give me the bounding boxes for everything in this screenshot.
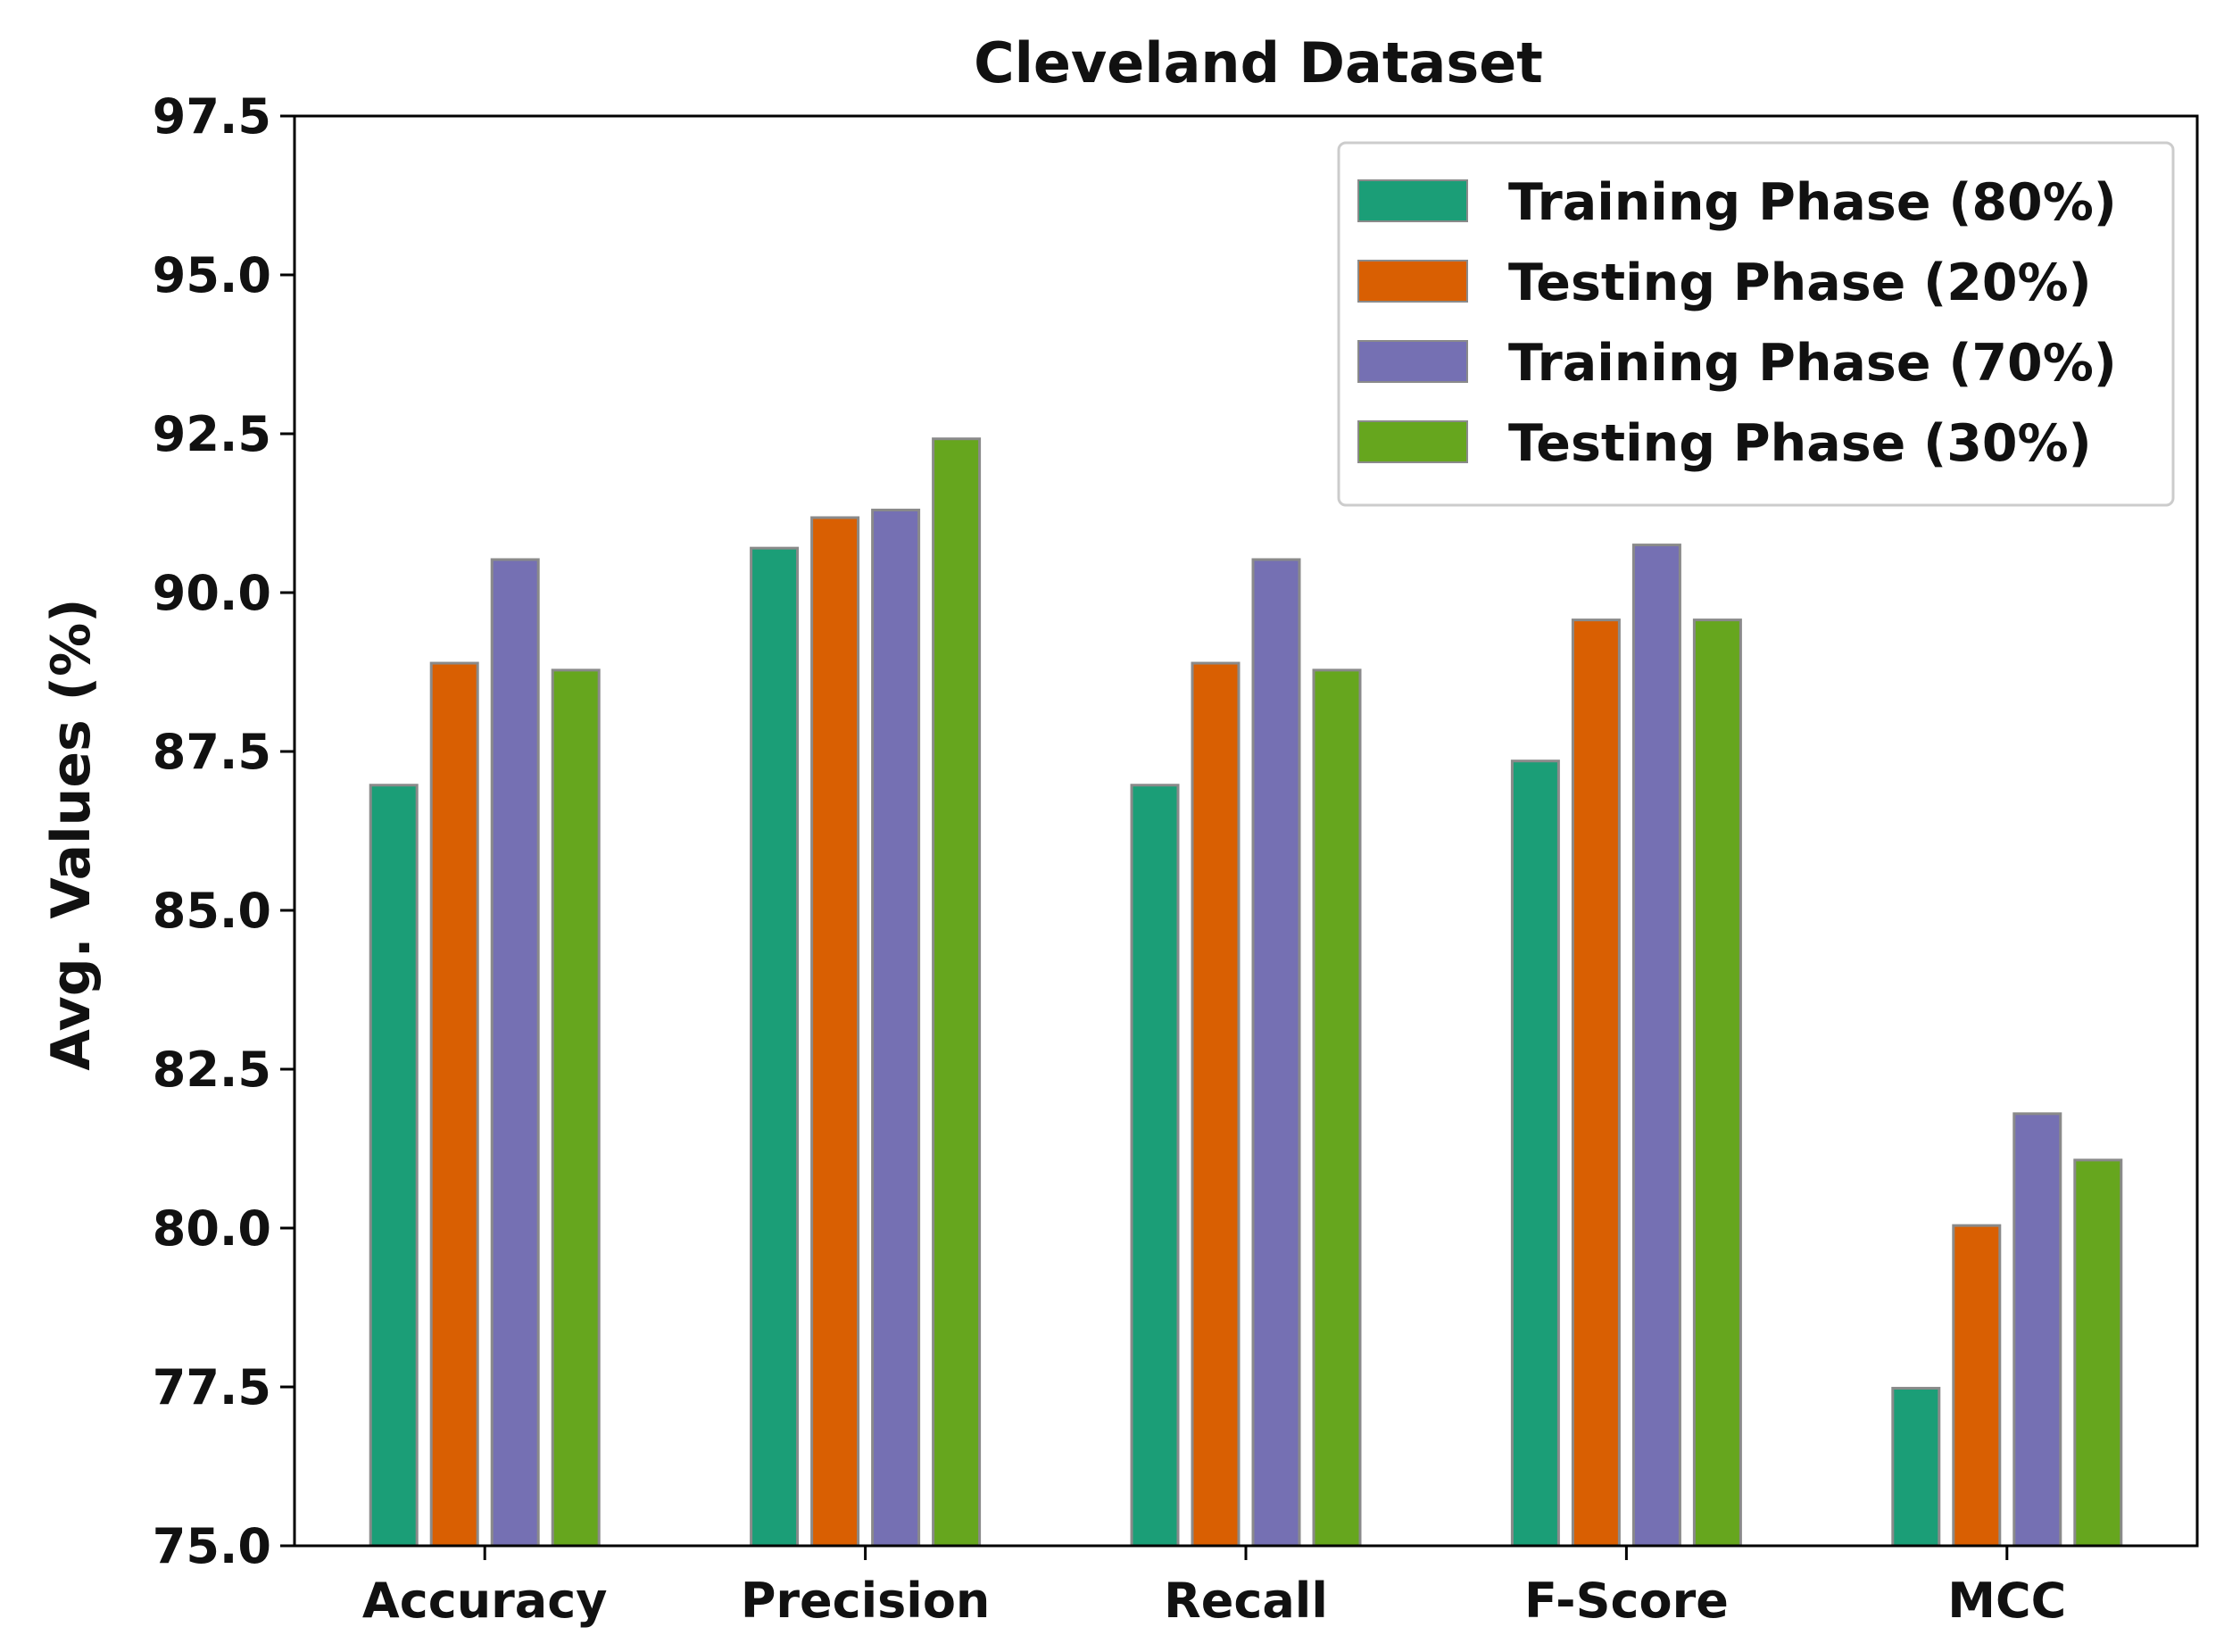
legend-label: Testing Phase (30%) [1508, 414, 2092, 473]
y-tick-label: 77.5 [153, 1359, 271, 1415]
legend-swatch [1357, 420, 1468, 463]
y-tick-label: 82.5 [153, 1042, 271, 1098]
y-tick-label: 87.5 [153, 724, 271, 780]
bar-precision-series-2 [810, 516, 860, 1548]
bar-precision-series-1 [750, 546, 800, 1548]
bar-precision-series-3 [871, 508, 921, 1548]
bar-f-score-series-1 [1510, 760, 1560, 1548]
y-tick-label: 92.5 [153, 406, 271, 462]
legend-swatch [1357, 179, 1468, 222]
bar-accuracy-series-4 [551, 668, 601, 1548]
x-tick-label: F-Score [1524, 1573, 1729, 1629]
legend: Training Phase (80%) Testing Phase (20%) T… [1337, 141, 2175, 507]
plot-frame [293, 114, 2199, 1548]
axes-group: Accuracy Precision Recall F-Score MCC 75.0 77.… [153, 88, 2199, 1629]
bar-precision-series-4 [932, 437, 982, 1548]
y-axis-label: Avg. Values (%) [40, 598, 103, 1070]
bar-recall-series-3 [1251, 558, 1301, 1548]
bar-recall-series-4 [1312, 668, 1362, 1548]
bar-mcc-series-1 [1891, 1386, 1941, 1548]
bar-mcc-series-2 [1952, 1224, 2002, 1548]
chart-title: Cleveland Dataset [974, 30, 1543, 95]
y-tick-label: 80.0 [153, 1200, 271, 1257]
legend-label: Testing Phase (20%) [1508, 253, 2092, 312]
bar-recall-series-2 [1191, 661, 1241, 1548]
y-tick-label: 90.0 [153, 565, 271, 621]
bar-accuracy-series-1 [369, 784, 419, 1548]
x-tick-label: Accuracy [362, 1573, 608, 1629]
x-tick-label: MCC [1947, 1573, 2066, 1629]
y-tick-label: 85.0 [153, 883, 271, 939]
bars-group [369, 437, 2123, 1548]
y-tick-label: 75.0 [153, 1518, 271, 1574]
legend-box [1337, 141, 2175, 507]
x-tick-label: Precision [741, 1573, 991, 1629]
legend-label: Training Phase (80%) [1508, 173, 2117, 232]
y-tick-label: 97.5 [153, 88, 271, 145]
legend-swatch [1357, 260, 1468, 303]
bar-f-score-series-2 [1571, 618, 1621, 1548]
y-tick-label: 95.0 [153, 247, 271, 303]
legend-swatch [1357, 340, 1468, 383]
legend-label: Training Phase (70%) [1508, 334, 2117, 393]
bar-mcc-series-3 [2012, 1112, 2062, 1548]
bar-f-score-series-4 [1692, 618, 1742, 1548]
bar-accuracy-series-2 [429, 661, 479, 1548]
bar-recall-series-1 [1130, 784, 1180, 1548]
bar-mcc-series-4 [2073, 1158, 2123, 1548]
bar-accuracy-series-3 [490, 558, 540, 1548]
bar-f-score-series-3 [1631, 544, 1681, 1548]
x-tick-label: Recall [1164, 1573, 1328, 1629]
